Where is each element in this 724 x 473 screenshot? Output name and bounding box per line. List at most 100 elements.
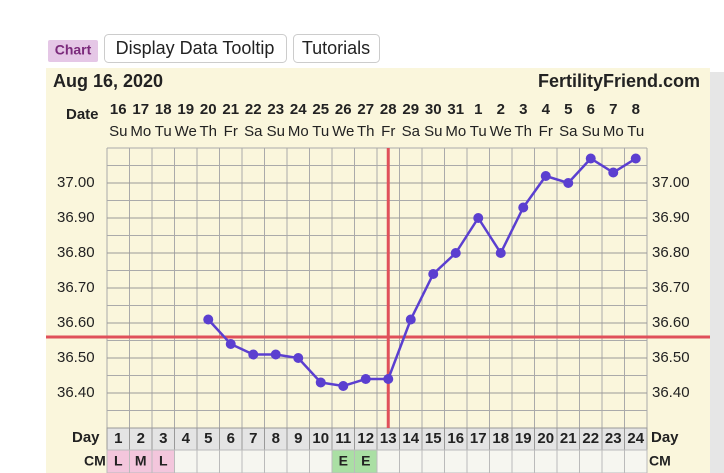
day-number: 17 [470,430,487,447]
y-tick-label-right: 36.60 [652,314,690,331]
date-label: 8 [632,101,640,118]
temperature-point [405,314,416,325]
cm-cell [556,449,580,473]
day-number: 4 [182,430,191,447]
temperature-point [315,377,326,388]
date-label: 7 [609,101,617,118]
day-number: 12 [357,430,374,447]
day-number: 1 [114,430,122,447]
cm-value: L [114,453,123,469]
day-number: 21 [560,430,577,447]
temperature-point [338,381,349,391]
day-number: 7 [249,430,257,447]
weekday-label: Tu [155,123,172,140]
tutorials-button-label[interactable]: Tutorials [302,38,370,58]
date-label: 3 [519,101,527,118]
day-number: 23 [605,430,622,447]
cm-cell [264,449,288,473]
day-number: 11 [335,430,351,447]
temperature-point [495,248,506,258]
cm-value: E [339,453,348,469]
cm-value: L [159,453,168,469]
temperature-point [225,339,236,349]
date-label: 27 [357,101,374,118]
temperature-point [473,213,484,223]
date-label: 20 [200,101,217,118]
date-label: 17 [132,101,149,118]
shadow [710,72,724,473]
weekday-label: Su [424,123,442,140]
cm-cell [444,449,468,473]
date-label: 6 [587,101,595,118]
weekday-label: Su [267,123,285,140]
y-tick-label: 36.70 [57,279,95,296]
temperature-point [608,167,619,178]
weekday-label: Sa [244,123,263,140]
date-label: 16 [110,101,127,118]
cm-cell [534,449,558,473]
y-tick-label-right: 36.40 [652,384,690,401]
chart-tab[interactable] [48,40,98,62]
date-label: 18 [155,101,172,118]
y-tick-label: 36.40 [57,384,95,401]
weekday-label: Fr [224,123,238,140]
weekday-label: Tu [470,123,487,140]
cm-cell [219,449,243,473]
cm-cell [241,449,265,473]
weekday-label: Fr [539,123,553,140]
chart-title: Aug 16, 2020 [53,71,163,91]
weekday-label: Th [514,123,532,140]
y-tick-label: 37.00 [57,174,95,191]
date-label: 21 [222,101,239,118]
day-number: 13 [380,430,397,447]
tooltip-button[interactable] [104,34,287,63]
weekday-label: Mo [445,123,466,140]
temperature-point [518,202,529,213]
weekday-label: We [175,123,197,140]
y-tick-label-right: 36.50 [652,349,690,366]
date-label: 23 [267,101,284,118]
y-tick-label-right: 36.70 [652,279,690,296]
day-number: 2 [137,430,145,447]
cm-cell [376,449,400,473]
date-label: 28 [380,101,397,118]
day-number: 18 [492,430,509,447]
day-number: 10 [312,430,329,447]
date-label: 19 [177,101,194,118]
day-number: 14 [402,430,419,447]
cm-value: M [135,453,147,469]
date-label: 2 [497,101,505,118]
tutorials-button[interactable] [293,34,380,63]
y-tick-label-right: 36.80 [652,244,690,261]
weekday-label: Fr [381,123,395,140]
cm-cell [174,449,198,473]
cm-cell [624,449,648,473]
date-label: 24 [290,101,307,118]
date-label: 30 [425,101,442,118]
cm-value: E [361,453,370,469]
temperature-point [450,248,461,258]
temperature-point [563,178,574,188]
temperature-point [360,374,371,384]
day-number: 22 [582,430,599,447]
cm-label-right: CM [649,453,671,469]
temperature-point [203,314,214,325]
weekday-label: Mo [130,123,151,140]
weekday-label: Tu [627,123,644,140]
temperature-point [293,353,304,363]
temperature-point [630,153,641,164]
tooltip-button-label[interactable]: Display Data Tooltip [116,38,275,58]
date-label: 31 [447,101,464,118]
y-tick-label: 36.90 [57,209,95,226]
chart-tab-label[interactable]: Chart [55,42,92,58]
cm-cell [286,449,310,473]
y-tick-label-right: 37.00 [652,174,690,191]
temperature-point [428,269,439,279]
cm-cell [601,449,625,473]
date-label: 4 [542,101,551,118]
y-tick-label: 36.60 [57,314,95,331]
weekday-label: Sa [402,123,421,140]
date-label: 26 [335,101,352,118]
cm-cell [309,449,333,473]
day-number: 16 [447,430,464,447]
